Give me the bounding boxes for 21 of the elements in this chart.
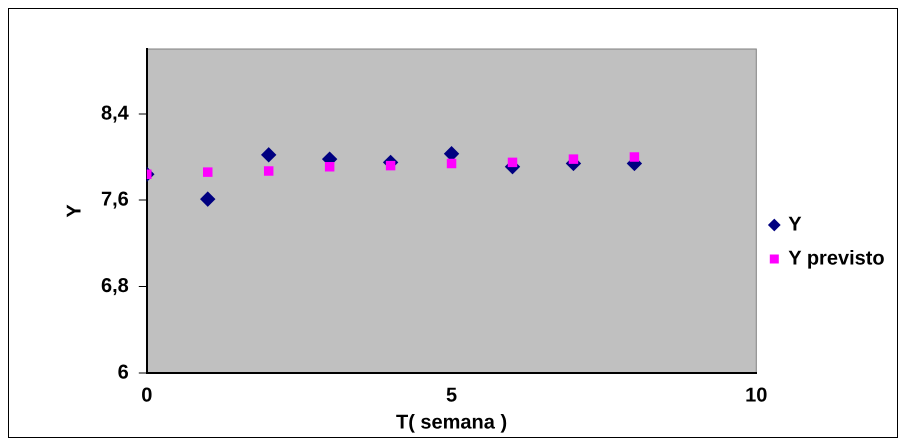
- point: [261, 147, 276, 162]
- point: [568, 154, 578, 164]
- point: [386, 160, 396, 170]
- point: [446, 158, 456, 168]
- point: [200, 192, 216, 207]
- x-tick-label: 0: [141, 384, 152, 407]
- point: [203, 167, 212, 177]
- point: [630, 152, 640, 162]
- y-tick-label: 6: [118, 362, 129, 384]
- point: [264, 166, 274, 176]
- y-axis-title: Y: [64, 204, 86, 218]
- x-tick-label: 10: [745, 384, 768, 407]
- legend-label: Y previsto: [788, 248, 885, 270]
- x-tick-label: 5: [446, 384, 458, 407]
- y-tick-label: 6,8: [100, 275, 129, 298]
- point: [508, 158, 518, 168]
- y-tick-label: 8,4: [100, 102, 130, 124]
- point: [324, 162, 334, 172]
- x-axis-title: T( semana ): [396, 412, 508, 434]
- y-tick-label: 7,6: [100, 188, 129, 211]
- legend-label: Y: [788, 214, 802, 236]
